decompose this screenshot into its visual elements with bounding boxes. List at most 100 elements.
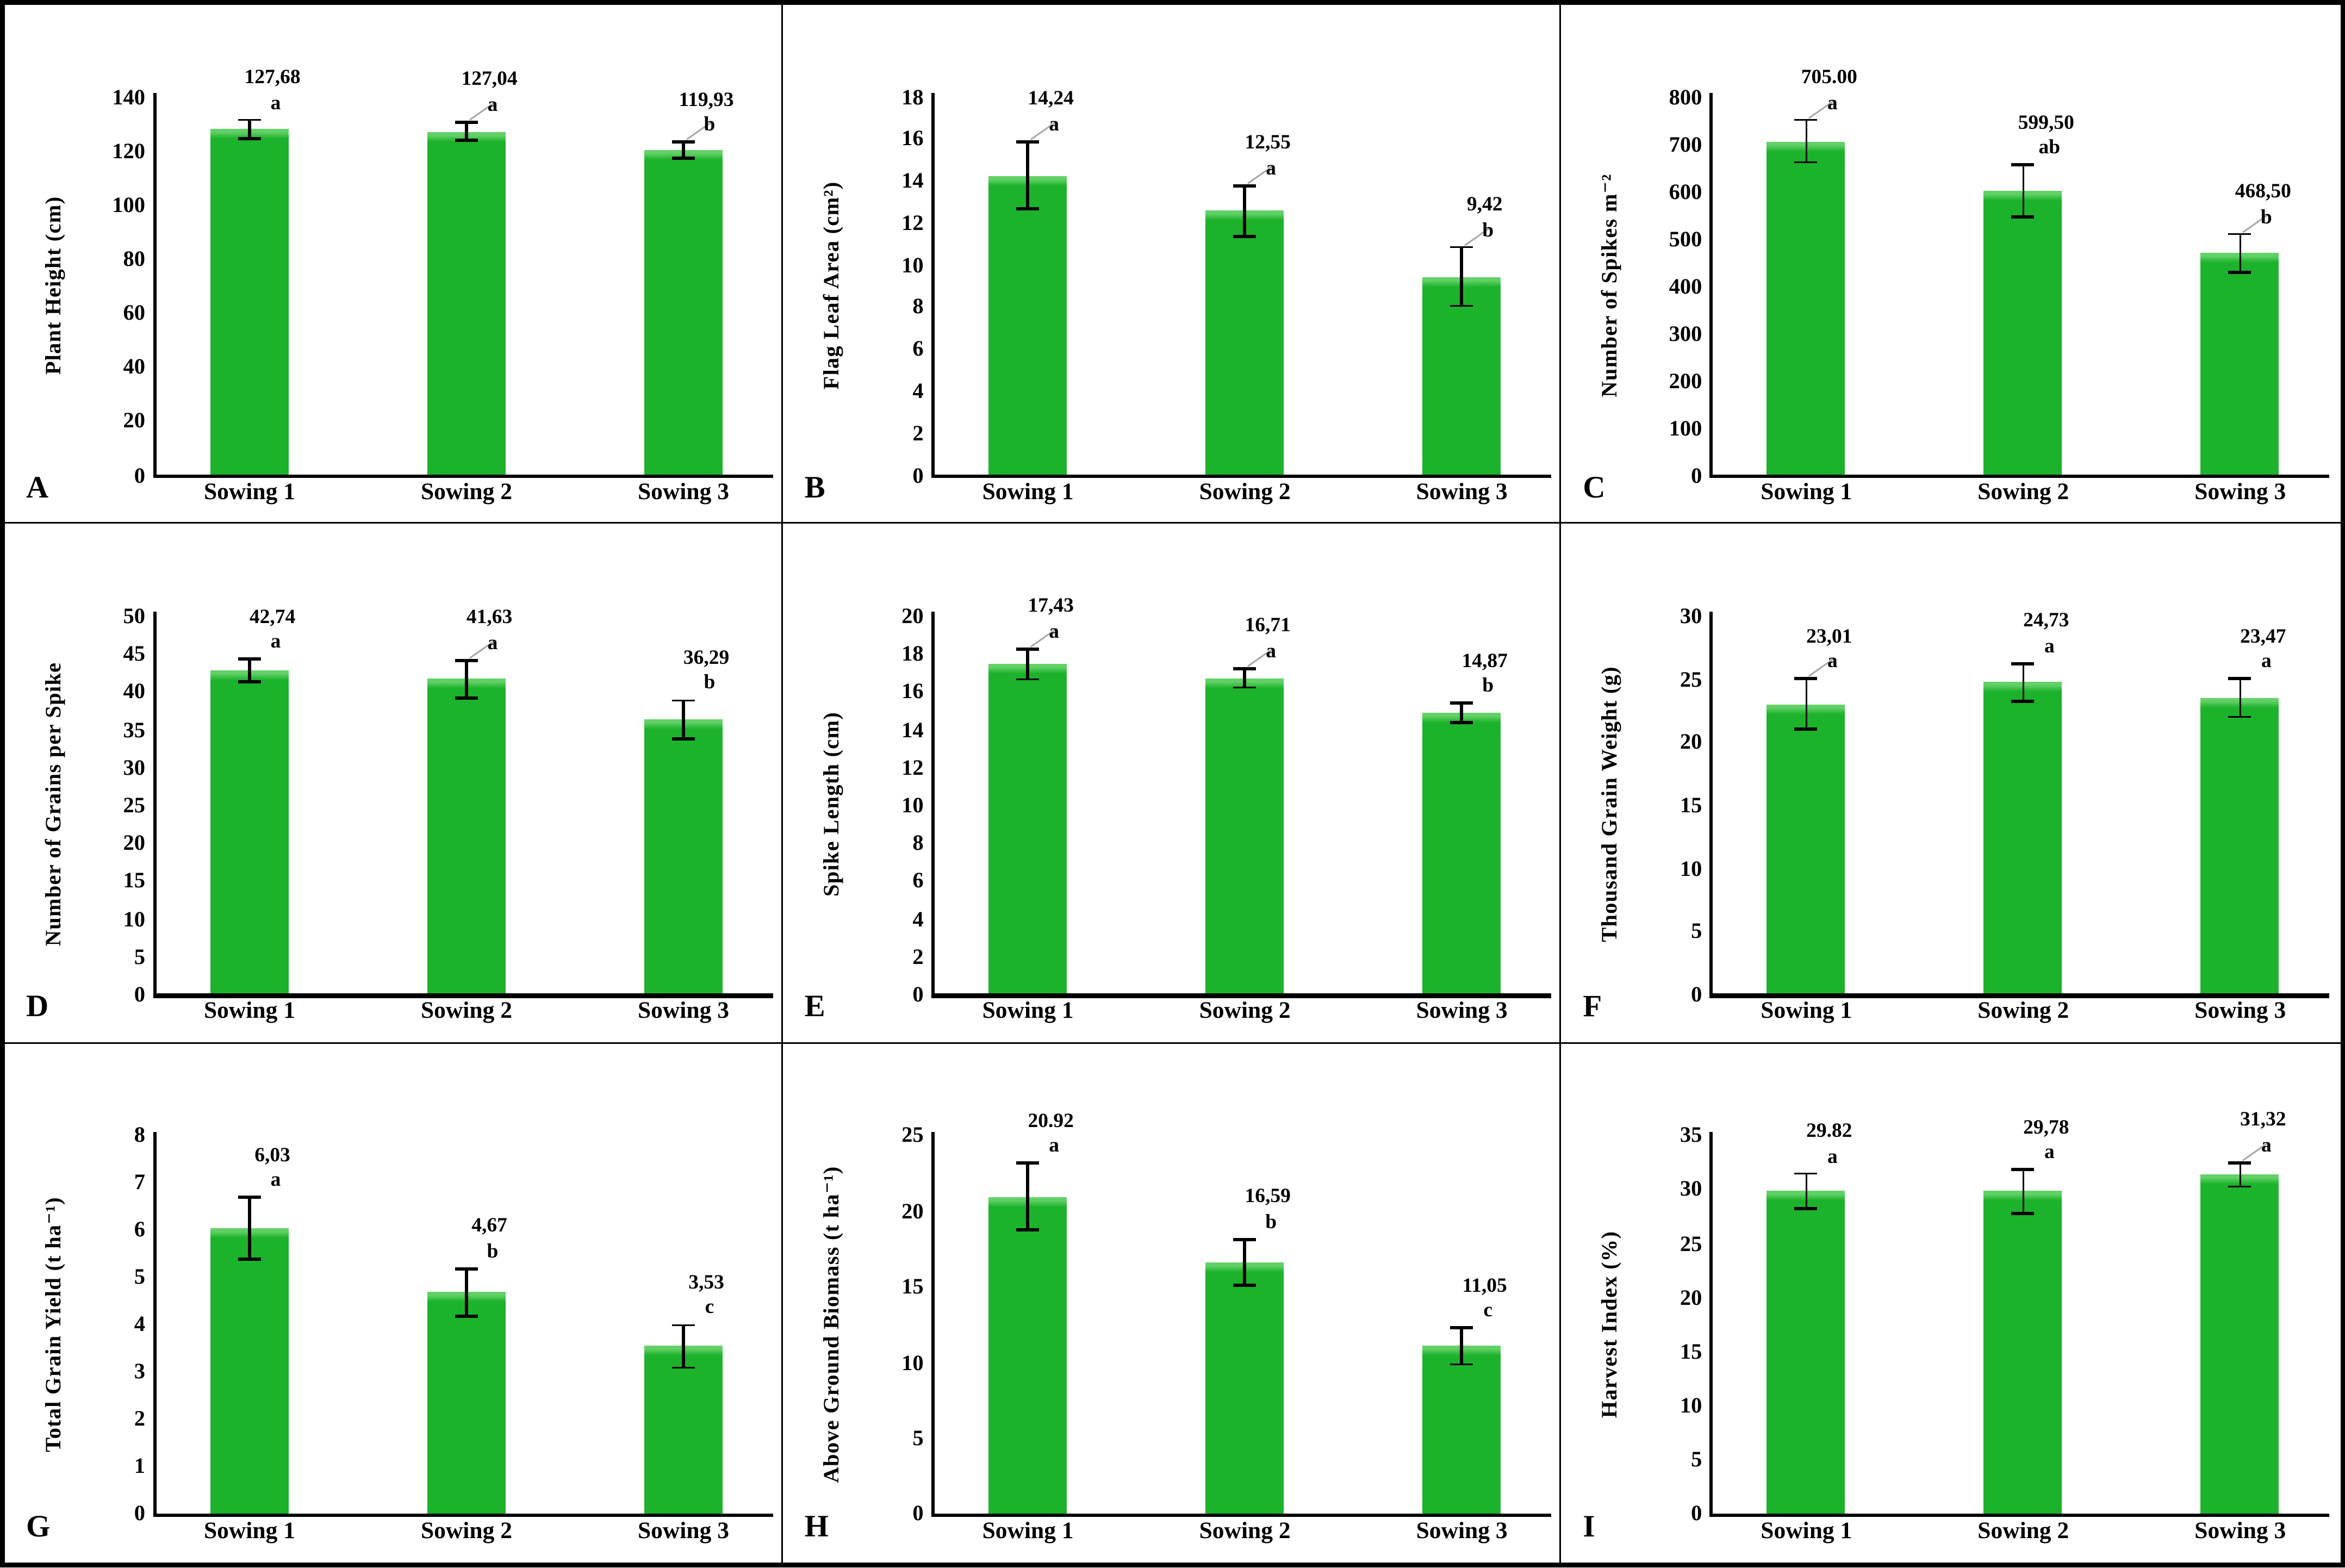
significance-letter: b	[1482, 674, 1494, 697]
error-bar-line	[1460, 1328, 1463, 1365]
value-label: 31,32	[2240, 1108, 2286, 1131]
y-tick-label: 25	[123, 792, 146, 817]
error-bar-line	[2022, 165, 2025, 217]
y-tick-label: 200	[1669, 368, 1702, 393]
bar	[988, 175, 1067, 475]
error-bar-line	[465, 1268, 468, 1316]
y-tick-label: 30	[1680, 603, 1702, 628]
y-tick-label: 4	[134, 1312, 145, 1337]
error-bar-cap-top	[2229, 1161, 2252, 1165]
significance-letter: a	[2044, 633, 2055, 657]
x-axis-line	[931, 994, 1552, 998]
error-bar-cap-top	[1450, 245, 1473, 249]
x-category-label: Sowing 1	[203, 1518, 295, 1545]
error-bar-cap-bottom	[1450, 1362, 1473, 1366]
chart-panel: Number of Grains per Spike 42,74 a 41,63 a 3…	[5, 524, 783, 1044]
y-tick-label: 6	[134, 1217, 145, 1242]
value-label: 9,42	[1466, 192, 1503, 215]
error-bar-cap-top	[238, 119, 261, 122]
y-tick-label: 2	[912, 420, 924, 445]
error-bar-cap-bottom	[2012, 699, 2035, 703]
x-category-label: Sowing 1	[982, 999, 1074, 1025]
y-tick-label: 20	[901, 1198, 924, 1223]
plot-area: 17,43 a 16,71 a 14,87 b	[783, 524, 1560, 1042]
y-tick-label: 0	[912, 1501, 924, 1526]
significance-letter: a	[1049, 112, 1060, 135]
error-bar-cap-bottom	[1233, 686, 1257, 689]
y-tick-label: 60	[123, 300, 146, 325]
y-tick-label: 10	[901, 792, 924, 817]
error-bar-cap-top	[1450, 1326, 1473, 1330]
error-bar-cap-bottom	[455, 696, 478, 700]
value-label: 705.00	[1801, 65, 1857, 88]
y-axis-line	[153, 612, 157, 998]
y-tick-label: 10	[1680, 1393, 1702, 1418]
panel-letter: D	[26, 991, 49, 1025]
x-category-label: Sowing 3	[637, 1518, 729, 1545]
bar	[988, 664, 1067, 994]
significance-letter: b	[704, 113, 716, 136]
error-bar-cap-top	[238, 657, 261, 661]
y-tick-label: 25	[901, 1123, 924, 1148]
error-bar-cap-bottom	[1450, 720, 1473, 724]
error-bar-cap-top	[1450, 701, 1473, 705]
bar	[988, 1197, 1067, 1514]
chart-panel: Harvest Index (%) 29.82 a 29,78 a 31,32 a I 0…	[1562, 1043, 2340, 1563]
error-bar-cap-top	[238, 1196, 261, 1199]
significance-letter: a	[270, 1168, 281, 1191]
y-tick-label: 0	[134, 462, 145, 487]
plot-area: 705.00 a 599,50 ab 468,50 b	[1562, 5, 2340, 522]
y-tick-label: 15	[1680, 792, 1702, 817]
significance-letter: b	[2260, 204, 2272, 228]
panel-letter: C	[1583, 471, 1606, 506]
y-tick-label: 10	[123, 906, 146, 931]
error-bar-line	[1027, 1163, 1029, 1230]
x-category-label: Sowing 2	[420, 480, 512, 506]
x-axis-line	[1710, 475, 2330, 478]
significance-letter: a	[487, 630, 498, 654]
y-tick-label: 0	[1691, 981, 1702, 1006]
x-axis-line	[153, 994, 773, 998]
value-label: 4,67	[471, 1214, 507, 1237]
y-tick-label: 10	[901, 252, 924, 277]
significance-letter: a	[1827, 1144, 1838, 1167]
panel-letter: H	[804, 1510, 829, 1545]
value-label: 14,87	[1461, 648, 1508, 671]
value-label: 16,59	[1245, 1185, 1291, 1208]
x-category-label: Sowing 2	[1977, 1518, 2069, 1545]
y-axis-line	[931, 93, 935, 478]
significance-letter: a	[1266, 639, 1277, 662]
y-tick-label: 14	[901, 168, 924, 193]
y-tick-label: 120	[112, 138, 145, 163]
error-bar-line	[1027, 141, 1029, 209]
value-label: 3,53	[688, 1270, 724, 1293]
x-category-label: Sowing 3	[1416, 480, 1508, 506]
error-bar-line	[682, 700, 685, 738]
significance-letter: a	[1827, 649, 1838, 673]
plot-area: 14,24 a 12,55 a 9,42 b	[783, 5, 1560, 522]
y-tick-label: 800	[1669, 84, 1702, 109]
error-bar-line	[248, 1197, 251, 1259]
error-bar-cap-bottom	[1016, 207, 1040, 210]
y-tick-label: 30	[1680, 1177, 1702, 1202]
significance-letter: a	[1049, 619, 1060, 643]
y-tick-label: 0	[912, 981, 924, 1006]
error-bar-cap-top	[672, 699, 695, 702]
error-bar-cap-bottom	[238, 680, 261, 683]
error-bar-cap-bottom	[455, 1315, 478, 1318]
bar	[427, 679, 506, 994]
panel-letter: I	[1583, 1510, 1595, 1545]
y-tick-label: 140	[112, 84, 145, 109]
error-bar-cap-bottom	[455, 139, 478, 142]
y-tick-label: 10	[901, 1349, 924, 1374]
x-category-label: Sowing 3	[637, 999, 729, 1025]
y-tick-label: 40	[123, 354, 146, 379]
y-tick-label: 0	[912, 462, 924, 487]
bar	[210, 129, 289, 475]
y-tick-label: 20	[901, 603, 924, 628]
x-category-label: Sowing 3	[637, 480, 729, 506]
y-tick-label: 30	[123, 755, 146, 780]
significance-letter: a	[2261, 649, 2272, 673]
y-tick-label: 4	[912, 906, 924, 931]
error-bar-cap-top	[2012, 163, 2035, 167]
